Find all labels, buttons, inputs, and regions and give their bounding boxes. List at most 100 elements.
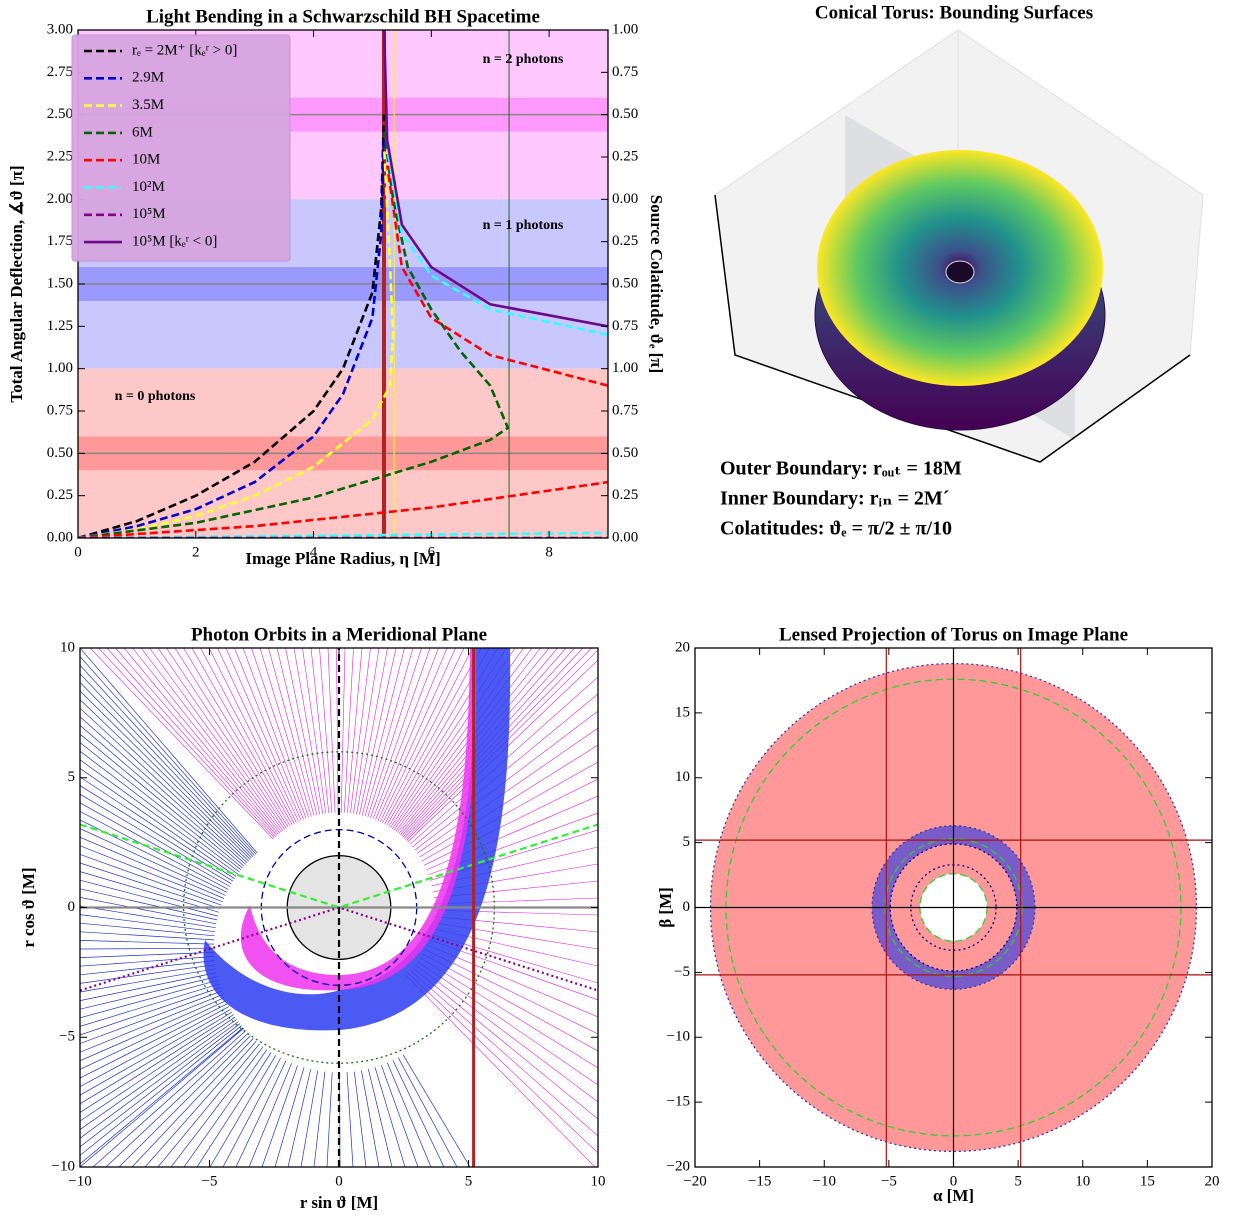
y-tick-label: 20: [675, 639, 690, 655]
y2-tick-label: 0.00: [612, 529, 638, 545]
x-tick-label: 5: [465, 1173, 473, 1189]
x-tick-label: 20: [1205, 1173, 1220, 1189]
series-line: [78, 148, 395, 538]
annotation: n = 2 photons: [483, 52, 564, 67]
x-tick-label: −5: [202, 1173, 218, 1189]
x-axis-label: α [M]: [933, 1186, 974, 1205]
x-tick-label: 8: [545, 544, 553, 560]
series-line: [78, 131, 386, 538]
y2-tick-label: 0.50: [612, 275, 638, 291]
legend-box: [71, 34, 291, 262]
chart-title: Photon Orbits in a Meridional Plane: [191, 624, 487, 645]
y-tick-label: 0.50: [47, 445, 73, 461]
y-tick-label: 2.50: [47, 106, 73, 122]
x-tick-label: 2: [192, 544, 200, 560]
x-tick-label: 0: [74, 544, 82, 560]
x-tick-label: −20: [683, 1173, 706, 1189]
y2-tick-label: 0.75: [612, 318, 638, 334]
guide-line: [80, 906, 598, 992]
y-tick-label: 10: [675, 769, 690, 785]
y-axis-label: r cos ϑ [M]: [19, 867, 38, 947]
y-tick-label: 1.00: [47, 360, 73, 376]
y-tick-label: 2.00: [47, 191, 73, 207]
y-tick-label: 0.75: [47, 402, 73, 418]
x-tick-label: 0: [950, 1173, 958, 1189]
y-tick-label: −5: [674, 964, 690, 980]
y-tick-label: 5: [68, 769, 76, 785]
y-tick-label: −10: [52, 1158, 75, 1174]
plot-area: [80, 648, 598, 1167]
x-tick-label: 10: [1075, 1173, 1090, 1189]
series-line: [382, 30, 608, 328]
chart-title: Lensed Projection of Torus on Image Plan…: [779, 624, 1128, 645]
x-tick-label: 6: [428, 544, 436, 560]
legend-label: 6M: [132, 124, 153, 140]
x-tick-label: 15: [1140, 1173, 1155, 1189]
legend-label: 10⁵M: [132, 206, 166, 222]
y2-axis-label: Source Colatitude, ϑₑ [π]: [647, 195, 666, 373]
y2-tick-label: 0.50: [612, 445, 638, 461]
y-tick-label: 0.25: [47, 487, 73, 503]
y-tick-label: 10: [60, 639, 75, 655]
annotation: Inner Boundary: rᵢₙ = 2M´: [720, 488, 949, 510]
x-axis-label: r sin ϑ [M]: [300, 1193, 378, 1212]
y-axis-label: β [M]: [656, 887, 675, 928]
x-tick-label: 4: [310, 544, 318, 560]
y-tick-label: 1.75: [47, 233, 73, 249]
y2-tick-label: 0.00: [612, 191, 638, 207]
y-tick-label: 0: [683, 899, 691, 915]
y2-tick-label: 0.25: [612, 487, 638, 503]
y-tick-label: 0: [68, 899, 76, 915]
ray-bundle: [240, 648, 477, 991]
x-tick-label: −10: [68, 1173, 91, 1189]
y2-tick-label: 0.25: [612, 148, 638, 164]
annotation: Colatitudes: ϑₑ = π/2 ± π/10: [720, 518, 952, 540]
y-tick-label: 2.75: [47, 64, 73, 80]
y2-tick-label: 0.50: [612, 106, 638, 122]
guide-line: [80, 823, 598, 909]
x-tick-label: −15: [748, 1173, 771, 1189]
legend-label: 10M: [132, 152, 160, 168]
y-tick-label: 2.25: [47, 148, 73, 164]
panel-title: Conical Torus: Bounding Surfaces: [815, 2, 1093, 23]
annotation: Outer Boundary: rₒᵤₜ = 18M: [720, 458, 962, 480]
y2-tick-label: 1.00: [612, 360, 638, 376]
x-axis-label: Image Plane Radius, η [M]: [245, 549, 440, 568]
series-line: [78, 131, 510, 538]
annotation: n = 0 photons: [115, 389, 196, 404]
y-tick-label: −15: [667, 1094, 690, 1110]
y2-tick-label: 0.25: [612, 233, 638, 249]
plot-area: [695, 648, 1212, 1167]
chart-title: Light Bending in a Schwarzschild BH Spac…: [146, 6, 540, 27]
y2-tick-label: 1.00: [612, 21, 638, 37]
y-tick-label: −20: [667, 1158, 690, 1174]
series-line: [78, 114, 386, 538]
x-tick-label: −10: [813, 1173, 836, 1189]
legend-label: rₑ = 2M⁺ [kₑʳ > 0]: [132, 42, 237, 58]
y-tick-label: 15: [675, 704, 690, 720]
y2-tick-label: 0.75: [612, 64, 638, 80]
x-tick-label: 10: [591, 1173, 606, 1189]
y2-tick-label: 0.75: [612, 402, 638, 418]
legend-label: 10⁵M [kₑʳ < 0]: [132, 234, 217, 250]
y-tick-label: 0.00: [47, 529, 73, 545]
annotation: n = 1 photons: [483, 218, 564, 233]
y-tick-label: 3.00: [47, 21, 73, 37]
x-tick-label: 0: [335, 1173, 343, 1189]
x-tick-label: −5: [881, 1173, 897, 1189]
torus-hole: [945, 260, 975, 284]
legend-label: 10²M: [132, 179, 165, 195]
y-axis-label: Total Angular Deflection, ∡ϑ [π]: [7, 165, 26, 402]
x-tick-label: 5: [1014, 1173, 1022, 1189]
y-tick-label: 1.25: [47, 318, 73, 334]
y-tick-label: −10: [667, 1029, 690, 1045]
torus-panel: Conical Torus: Bounding Surfaces Outer B…: [714, 2, 1204, 540]
ray-bundle: [203, 648, 511, 1031]
y-tick-label: −5: [59, 1029, 75, 1045]
legend-label: 2.9M: [132, 70, 164, 86]
y-tick-label: 1.50: [47, 275, 73, 291]
series-line: [78, 165, 608, 538]
y-tick-label: 5: [683, 834, 691, 850]
legend-label: 3.5M: [132, 97, 164, 113]
